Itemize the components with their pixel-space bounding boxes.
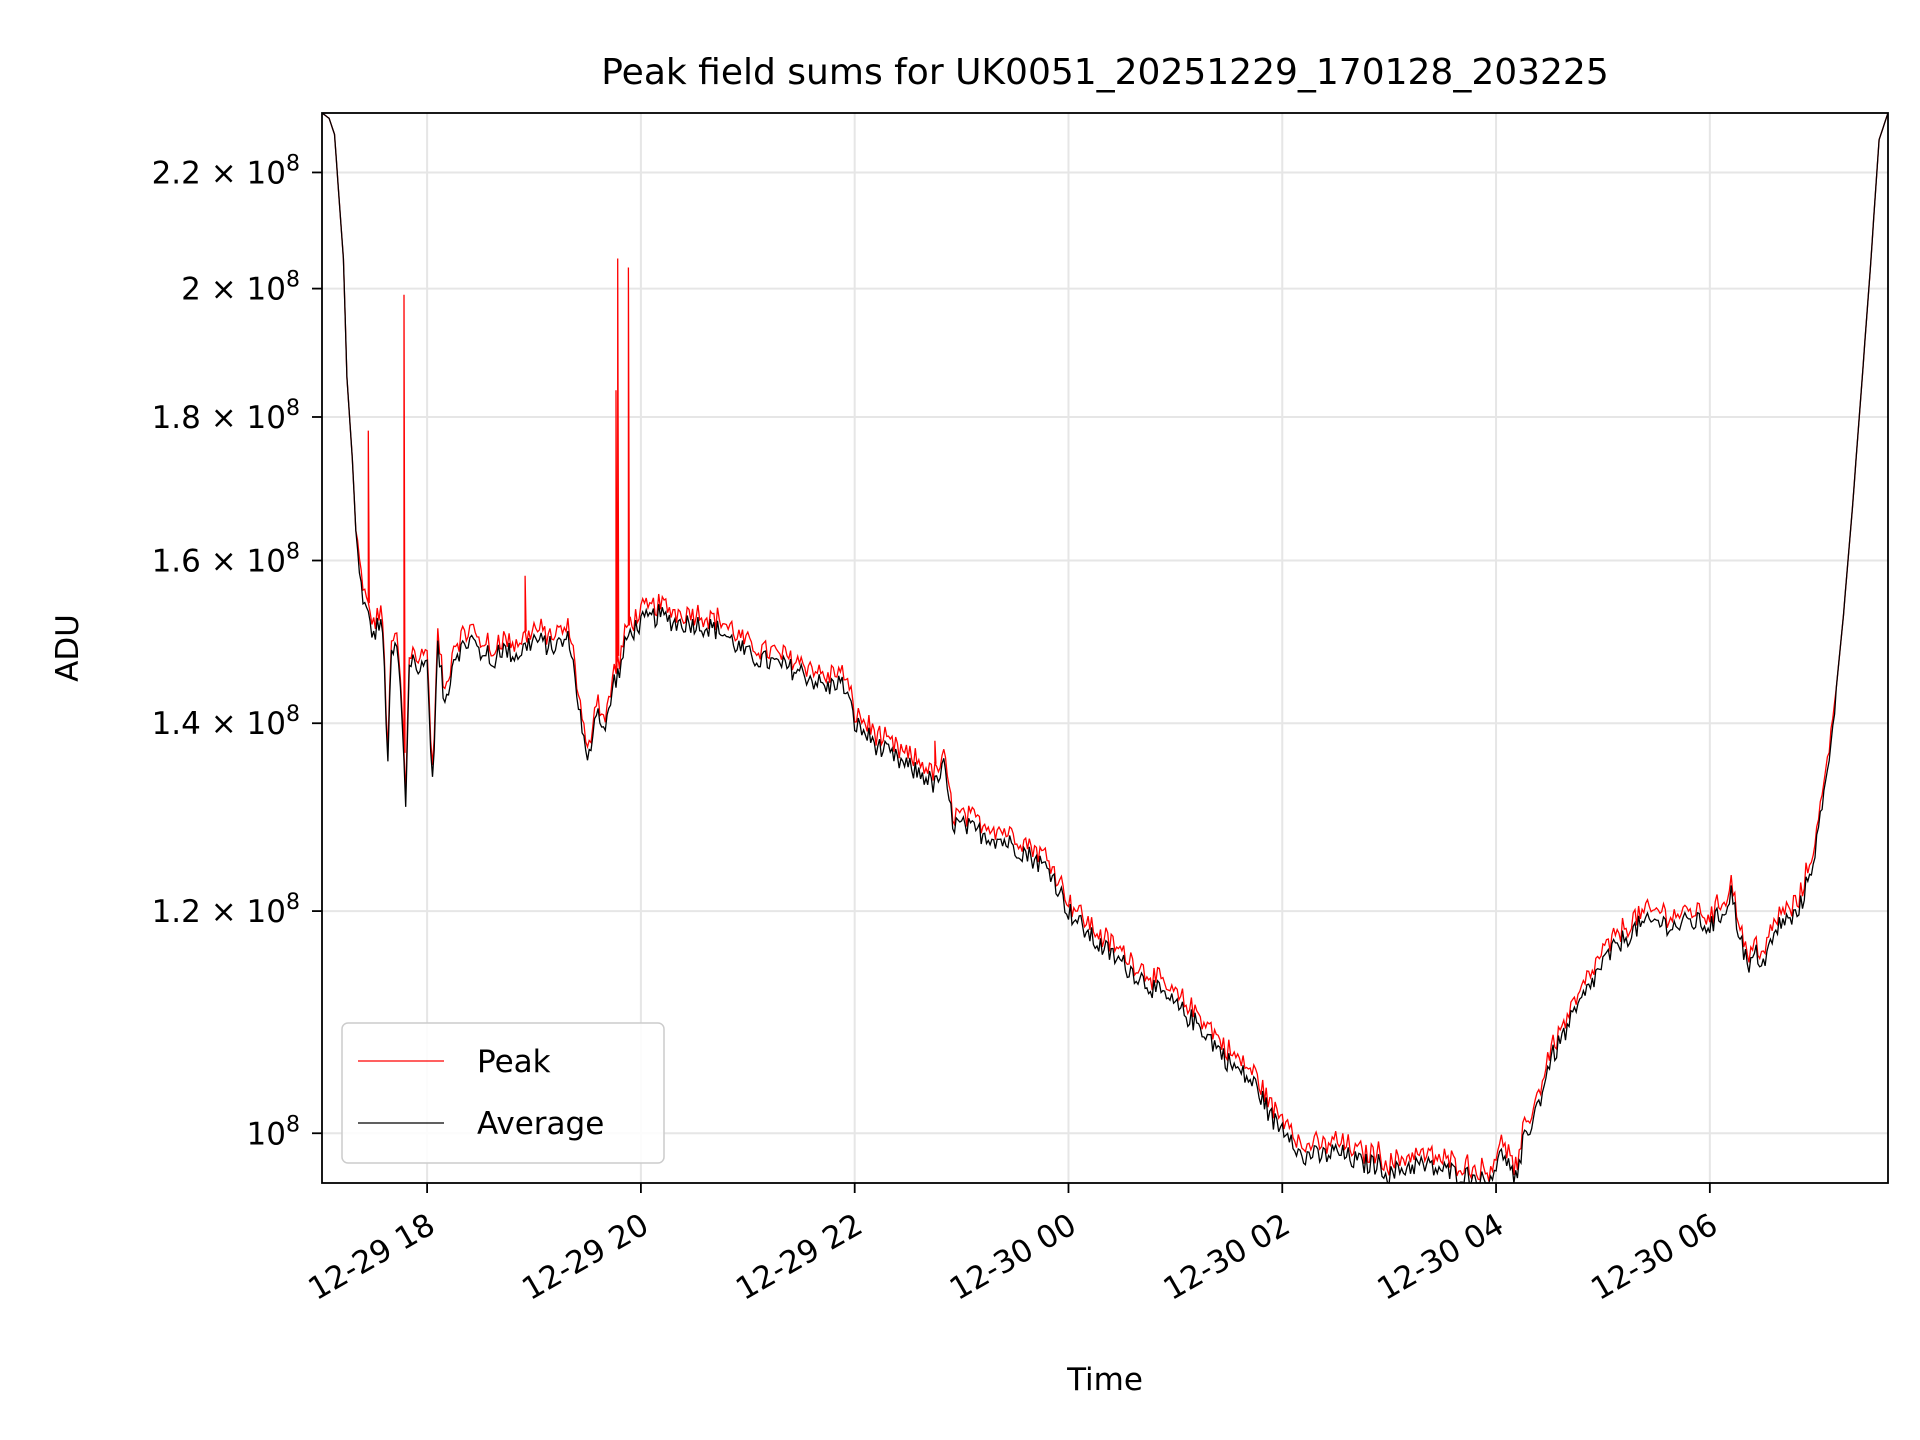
y-tick-label: 2.2 × 108 — [152, 151, 300, 191]
legend-label-average: Average — [477, 1106, 604, 1142]
y-tick-label: 1.4 × 108 — [152, 702, 300, 742]
y-tick-label: 108 — [247, 1112, 300, 1152]
series-layer — [321, 112, 1889, 1184]
x-tick-label: 12-30 02 — [1158, 1207, 1297, 1308]
chart-title: Peak field sums for UK0051_20251229_1701… — [601, 52, 1609, 93]
legend-box — [341, 1022, 665, 1164]
y-tick-label: 1.2 × 108 — [152, 890, 300, 930]
x-axis-label: Time — [1066, 1362, 1143, 1398]
x-tick-label: 12-30 06 — [1585, 1207, 1724, 1308]
y-tick-label: 1.8 × 108 — [152, 396, 300, 436]
legend-label-peak: Peak — [477, 1044, 551, 1080]
series-line-peak — [321, 112, 1889, 1182]
legend: Peak Average — [341, 1022, 665, 1164]
x-tick-label: 12-29 18 — [302, 1207, 441, 1308]
y-tick-label: 2 × 108 — [181, 268, 300, 308]
series-line-average — [321, 112, 1889, 1184]
y-axis-ticks: 108 1.2 × 108 1.4 × 108 1.6 × 108 1.8 × 108 2… — [152, 151, 322, 1152]
y-axis-label: ADU — [50, 614, 86, 682]
x-tick-label: 12-30 04 — [1371, 1207, 1510, 1308]
x-axis-ticks: 12-29 18 12-29 20 12-29 22 12-30 00 12-30 02… — [302, 1183, 1724, 1308]
plot-area-frame — [321, 112, 1889, 1184]
y-tick-label: 1.6 × 108 — [152, 540, 300, 580]
grid-lines — [322, 113, 1888, 1183]
x-tick-label: 12-29 22 — [730, 1207, 869, 1308]
x-tick-label: 12-29 20 — [516, 1207, 655, 1308]
x-tick-label: 12-30 00 — [944, 1207, 1083, 1308]
